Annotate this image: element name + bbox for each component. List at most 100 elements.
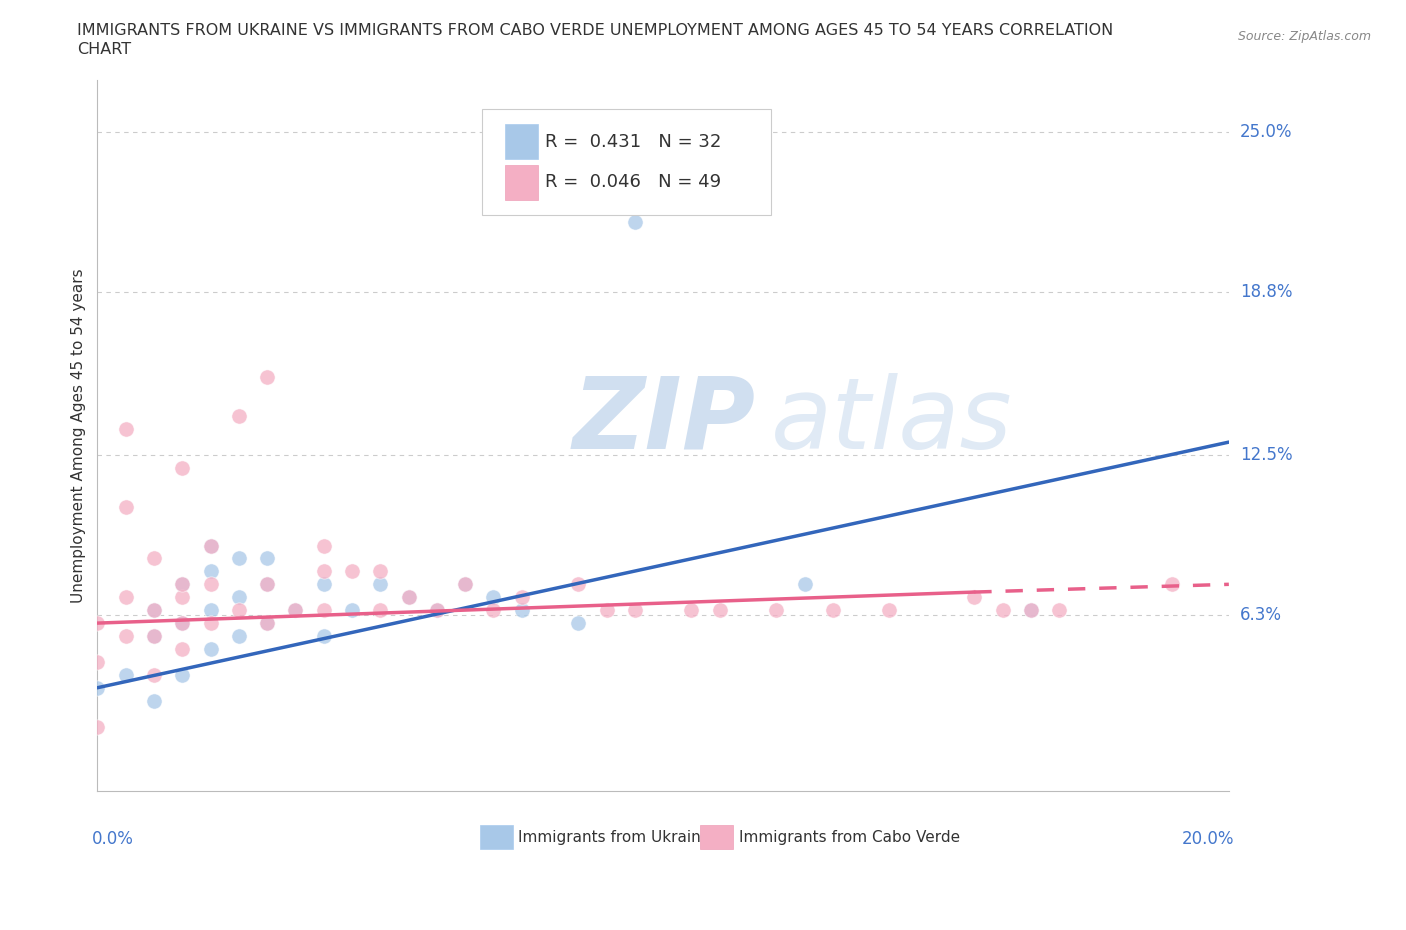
Point <box>312 564 335 578</box>
Point <box>312 577 335 591</box>
Text: 6.3%: 6.3% <box>1240 606 1282 624</box>
FancyBboxPatch shape <box>479 825 513 849</box>
Point <box>200 538 222 553</box>
Text: ZIP: ZIP <box>572 373 755 470</box>
Point <box>172 460 194 475</box>
FancyBboxPatch shape <box>505 165 537 200</box>
Point <box>340 603 363 618</box>
Point <box>142 603 165 618</box>
Text: 0.0%: 0.0% <box>91 830 134 848</box>
Point <box>86 616 108 631</box>
Point <box>595 603 617 618</box>
Point <box>312 629 335 644</box>
Point <box>454 577 477 591</box>
Point <box>114 421 136 436</box>
Point <box>624 603 647 618</box>
Point <box>426 603 449 618</box>
Point <box>340 564 363 578</box>
Point <box>821 603 844 618</box>
Point <box>567 577 589 591</box>
Point <box>1047 603 1070 618</box>
Point <box>368 564 391 578</box>
Point <box>709 603 731 618</box>
Text: atlas: atlas <box>770 373 1012 470</box>
Point <box>1019 603 1042 618</box>
Point <box>510 590 533 604</box>
Text: 25.0%: 25.0% <box>1240 123 1292 140</box>
Text: IMMIGRANTS FROM UKRAINE VS IMMIGRANTS FROM CABO VERDE UNEMPLOYMENT AMONG AGES 45: IMMIGRANTS FROM UKRAINE VS IMMIGRANTS FR… <box>77 23 1114 38</box>
Point <box>200 603 222 618</box>
Point <box>624 215 647 230</box>
Point <box>963 590 986 604</box>
Point <box>172 642 194 657</box>
Point <box>398 590 420 604</box>
Point <box>114 499 136 514</box>
Point <box>142 551 165 565</box>
Text: Immigrants from Ukraine: Immigrants from Ukraine <box>519 830 710 844</box>
Text: 18.8%: 18.8% <box>1240 283 1292 301</box>
Point <box>228 603 250 618</box>
Point <box>172 577 194 591</box>
Text: CHART: CHART <box>77 42 131 57</box>
Text: R =  0.046   N = 49: R = 0.046 N = 49 <box>546 173 721 192</box>
Point <box>368 603 391 618</box>
Point <box>172 590 194 604</box>
Point <box>256 370 278 385</box>
Point <box>200 642 222 657</box>
FancyBboxPatch shape <box>700 825 734 849</box>
Point <box>793 577 815 591</box>
Text: 12.5%: 12.5% <box>1240 446 1292 464</box>
Point <box>765 603 787 618</box>
Point <box>510 603 533 618</box>
Point <box>172 577 194 591</box>
Point <box>142 668 165 683</box>
Point <box>86 681 108 696</box>
Point <box>256 551 278 565</box>
Point <box>312 538 335 553</box>
Point <box>200 616 222 631</box>
Point <box>284 603 307 618</box>
Point <box>200 564 222 578</box>
Point <box>86 719 108 734</box>
Point <box>200 538 222 553</box>
Point <box>86 655 108 670</box>
Point <box>228 551 250 565</box>
Point <box>991 603 1014 618</box>
Point <box>567 616 589 631</box>
Point <box>482 603 505 618</box>
Point <box>879 603 901 618</box>
Point <box>228 590 250 604</box>
FancyBboxPatch shape <box>482 109 770 215</box>
Text: R =  0.431   N = 32: R = 0.431 N = 32 <box>546 133 721 151</box>
Point <box>426 603 449 618</box>
Point <box>681 603 703 618</box>
Point <box>114 629 136 644</box>
Point <box>142 603 165 618</box>
Point <box>114 590 136 604</box>
Point <box>482 590 505 604</box>
Point <box>142 693 165 708</box>
Point <box>114 668 136 683</box>
Point <box>454 577 477 591</box>
Text: Source: ZipAtlas.com: Source: ZipAtlas.com <box>1237 30 1371 43</box>
Point <box>312 603 335 618</box>
Point <box>172 668 194 683</box>
Point <box>228 409 250 424</box>
Point <box>142 629 165 644</box>
Point <box>256 577 278 591</box>
Point <box>142 629 165 644</box>
Point <box>1161 577 1184 591</box>
Point <box>256 616 278 631</box>
Y-axis label: Unemployment Among Ages 45 to 54 years: Unemployment Among Ages 45 to 54 years <box>72 269 86 603</box>
Point <box>172 616 194 631</box>
Point <box>256 616 278 631</box>
FancyBboxPatch shape <box>505 124 537 159</box>
Point <box>172 616 194 631</box>
Point <box>284 603 307 618</box>
Text: Immigrants from Cabo Verde: Immigrants from Cabo Verde <box>740 830 960 844</box>
Point <box>1019 603 1042 618</box>
Point <box>368 577 391 591</box>
Point <box>200 577 222 591</box>
Text: 20.0%: 20.0% <box>1182 830 1234 848</box>
Point <box>398 590 420 604</box>
